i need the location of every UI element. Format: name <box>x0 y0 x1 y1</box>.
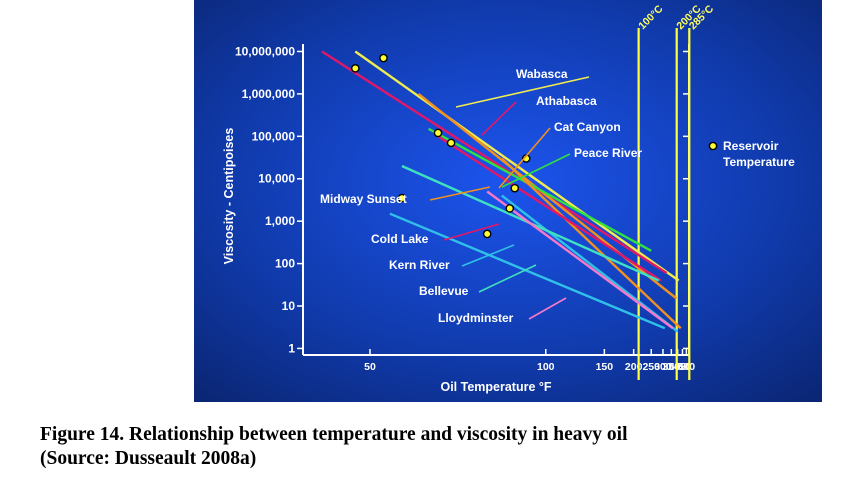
reservoir-marker-wabasca <box>379 53 388 63</box>
series-leader-wabasca <box>455 76 590 108</box>
x-tick-label: 100 <box>537 361 555 373</box>
series-leader-kern-river <box>461 244 515 267</box>
y-tick-label: 1,000,000 <box>242 87 296 101</box>
series-leader-cat-canyon <box>498 127 551 189</box>
x-tick-label: 50 <box>364 361 376 373</box>
y-tick-label: 100 <box>275 257 295 271</box>
reservoir-marker-athabasca <box>351 64 360 73</box>
series-label-wabasca: Wabasca <box>516 67 568 81</box>
figure-caption: Figure 14. Relationship between temperat… <box>40 423 830 471</box>
series-line-cat-canyon <box>417 92 678 300</box>
y-tick-label: 100,000 <box>252 129 296 143</box>
y-axis-label: Viscosity - Centipoises <box>222 128 236 265</box>
viscosity-temperature-chart: 1 10 100 1,000 10,000 100,000 1,000,000 10,000,… <box>194 0 822 402</box>
series-label-cold-lake: Cold Lake <box>371 232 429 246</box>
series-leader-athabasca <box>481 101 517 136</box>
reservoir-marker-kern-river <box>505 204 515 213</box>
chart-svg: 1 10 100 1,000 10,000 100,000 1,000,000 10,000,… <box>194 0 822 402</box>
series-leader-cold-lake <box>443 223 500 241</box>
caption-line-2: (Source: Dusseault 2008a) <box>40 448 257 469</box>
series-leader-midway-sunset <box>429 186 491 201</box>
reservoir-marker-cold-lake <box>446 138 456 148</box>
series-line-cold-lake <box>437 135 662 282</box>
y-tick-label: 1 <box>288 341 295 355</box>
y-tick-label: 1,000 <box>265 214 295 228</box>
reservoir-marker-lloydminster <box>482 229 492 239</box>
y-tick-label: 10,000,000 <box>235 44 295 58</box>
legend-label: Temperature <box>723 155 795 169</box>
x-tick-label: 450 <box>674 361 692 373</box>
series-label-midway-sunset: Midway Sunset <box>320 192 407 206</box>
reservoir-marker-peace-river <box>433 128 443 138</box>
legend-marker <box>708 141 718 151</box>
caption-line-1: Figure 14. Relationship between temperat… <box>40 424 628 445</box>
series-label-kern-river: Kern River <box>389 258 450 272</box>
x-tick-label: 150 <box>596 361 614 373</box>
series-leader-peace-river <box>501 153 571 188</box>
series-label-athabasca: Athabasca <box>536 94 597 108</box>
series-line-peace-river <box>428 127 652 252</box>
x-axis-label: Oil Temperature °F <box>440 380 551 394</box>
series-line-athabasca <box>321 50 668 275</box>
series-leader-lloydminster <box>528 297 567 320</box>
series-label-cat-canyon: Cat Canyon <box>554 120 621 134</box>
x-tick-label: 200 <box>625 361 643 373</box>
series-label-lloydminster: Lloydminster <box>438 311 514 325</box>
y-tick-label: 10 <box>282 299 296 313</box>
series-label-peace-river: Peace River <box>574 146 642 160</box>
series-line-unlabeled <box>389 212 666 330</box>
reservoir-marker-bellevue <box>397 193 407 203</box>
series-label-bellevue: Bellevue <box>419 284 469 298</box>
y-tick-label: 10,000 <box>258 172 295 186</box>
legend-label: Reservoir <box>723 139 779 153</box>
x-tick-label: 300 <box>654 361 672 373</box>
x-tick-label: 250 <box>642 361 660 373</box>
series-line-lloydminster <box>486 190 674 330</box>
legend: Reservoir Temperature <box>708 139 795 169</box>
series-leader-bellevue <box>478 264 537 293</box>
reservoir-marker-midway-sunset <box>510 183 520 193</box>
x-tick-label: 500 <box>678 361 696 373</box>
series-line-midway-sunset <box>500 157 682 330</box>
